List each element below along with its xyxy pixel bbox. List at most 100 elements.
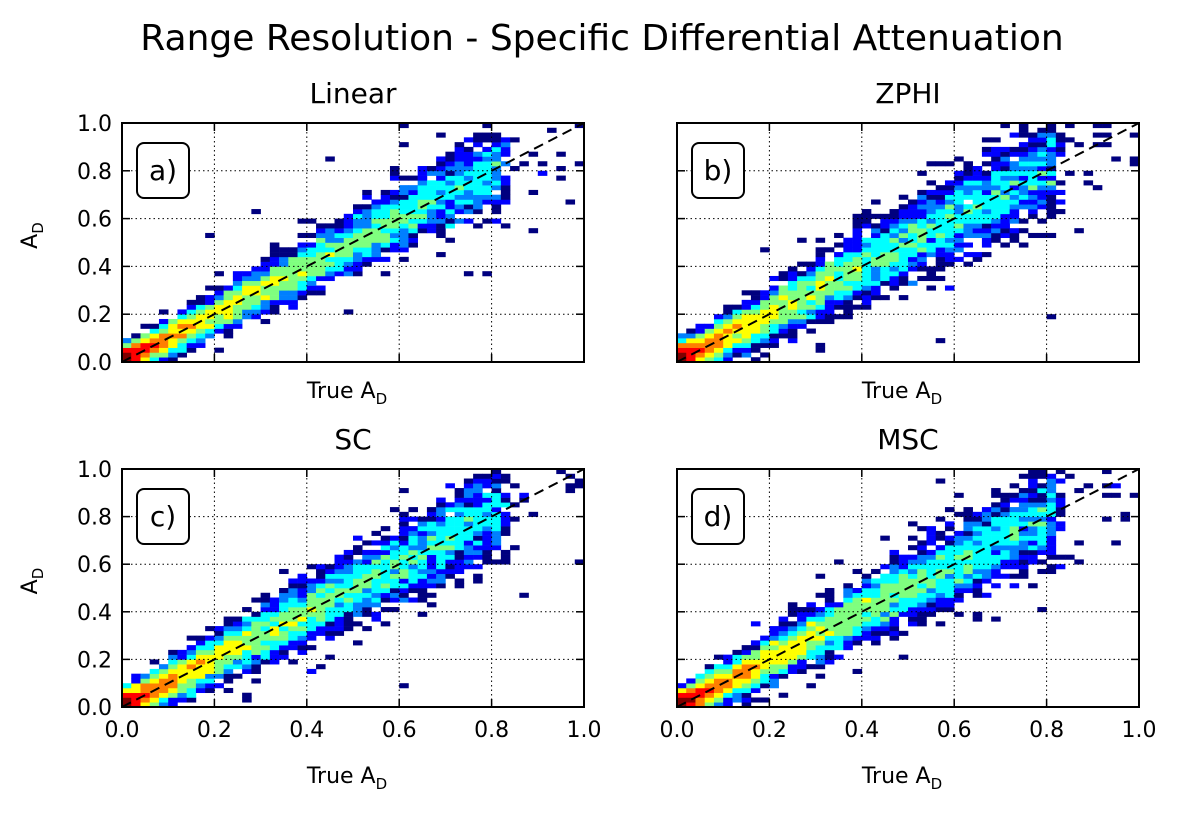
heatmap-cell — [797, 275, 807, 282]
heatmap-cell — [972, 175, 983, 181]
heatmap-cell — [140, 342, 151, 348]
heatmap-cell — [306, 611, 317, 617]
heatmap-cell — [806, 654, 816, 660]
heatmap-cell — [677, 347, 687, 353]
heatmap-cell — [1055, 146, 1066, 152]
heatmap-cell — [908, 218, 918, 224]
heatmap-cell — [871, 616, 881, 622]
heatmap-cell — [852, 261, 863, 267]
heatmap-cell — [852, 621, 863, 627]
heatmap-cell — [797, 640, 807, 646]
heatmap-cell — [1083, 180, 1094, 186]
heatmap-cell — [843, 314, 853, 320]
heatmap-cell — [131, 687, 141, 694]
heatmap-cell — [380, 199, 391, 205]
heatmap-cell — [981, 199, 992, 205]
heatmap-cell — [926, 237, 937, 243]
heatmap-cell — [288, 607, 298, 613]
heatmap-cell — [944, 209, 955, 215]
heatmap-cell — [991, 218, 1001, 224]
heatmap-cell — [149, 702, 160, 708]
heatmap-cell — [750, 347, 761, 353]
heatmap-cell — [223, 687, 234, 694]
heatmap-cell — [343, 607, 354, 613]
heatmap-cell — [723, 668, 733, 674]
heatmap-cell — [288, 626, 298, 632]
heatmap-cell — [491, 469, 502, 475]
heatmap-cell — [1092, 123, 1103, 129]
heatmap-cell — [1000, 242, 1010, 248]
heatmap-cell — [852, 213, 863, 219]
heatmap-cell — [426, 213, 437, 219]
heatmap-cell — [482, 559, 492, 565]
heatmap-cell — [408, 564, 418, 570]
heatmap-cell — [787, 664, 798, 670]
heatmap-cell — [1046, 194, 1057, 200]
heatmap-cell — [954, 180, 964, 186]
y-tick-label: 0.2 — [77, 648, 112, 673]
heatmap-cell — [1000, 218, 1010, 224]
heatmap-cell — [843, 588, 853, 594]
heatmap-cell — [741, 664, 752, 670]
heatmap-cell — [926, 275, 937, 282]
heatmap-cell — [981, 573, 992, 579]
heatmap-cell — [704, 668, 715, 674]
heatmap-cell — [463, 146, 474, 152]
heatmap-cell — [186, 323, 197, 329]
heatmap-cell — [926, 526, 937, 532]
heatmap-cell — [834, 626, 844, 632]
heatmap-cell — [917, 189, 927, 195]
heatmap-cell — [871, 261, 881, 267]
x-axis-label: True AD — [306, 764, 387, 793]
heatmap-cell — [297, 275, 308, 282]
heatmap-cell — [898, 228, 909, 234]
heatmap-cell — [889, 261, 900, 267]
heatmap-cell — [195, 333, 206, 339]
heatmap-cell — [963, 218, 973, 224]
heatmap-cell — [944, 194, 955, 200]
heatmap-cell — [741, 702, 752, 708]
heatmap-cell — [473, 488, 483, 494]
heatmap-cell — [824, 318, 835, 325]
heatmap-cell — [195, 654, 206, 660]
heatmap-cell — [186, 668, 197, 674]
heatmap-cell — [898, 654, 909, 660]
heatmap-cell — [205, 683, 215, 689]
heatmap-cell — [473, 549, 483, 555]
heatmap-cell — [1018, 507, 1029, 513]
heatmap-cell — [954, 592, 964, 598]
heatmap-cell — [306, 630, 317, 636]
heatmap-cell — [399, 535, 409, 541]
heatmap-cell — [898, 232, 909, 239]
heatmap-cell — [787, 621, 798, 627]
heatmap-cell — [843, 635, 853, 641]
heatmap-cell — [898, 247, 909, 253]
heatmap-cell — [306, 280, 317, 286]
heatmap-cell — [316, 602, 326, 608]
heatmap-cell — [815, 342, 826, 348]
heatmap-cell — [1055, 526, 1066, 532]
heatmap-cell — [1055, 199, 1066, 205]
heatmap-cell — [463, 185, 474, 191]
heatmap-cell — [778, 333, 789, 339]
heatmap-cell — [445, 175, 455, 181]
heatmap-cell — [186, 328, 197, 334]
heatmap-cell — [723, 328, 733, 334]
heatmap-cell — [787, 290, 798, 296]
heatmap-cell — [898, 280, 909, 286]
heatmap-cell — [954, 185, 964, 191]
heatmap-cell — [954, 209, 964, 215]
heatmap-cell — [454, 511, 465, 517]
heatmap-cell — [1018, 540, 1029, 546]
heatmap-cell — [260, 616, 271, 622]
heatmap-cell — [149, 692, 160, 698]
heatmap-cell — [473, 161, 483, 167]
heatmap-cell — [177, 318, 187, 325]
heatmap-cell — [297, 295, 308, 301]
heatmap-cell — [750, 309, 761, 315]
heatmap-cell — [769, 314, 779, 320]
heatmap-cell — [325, 237, 335, 243]
heatmap-cell — [279, 645, 289, 651]
heatmap-cell — [158, 347, 169, 353]
